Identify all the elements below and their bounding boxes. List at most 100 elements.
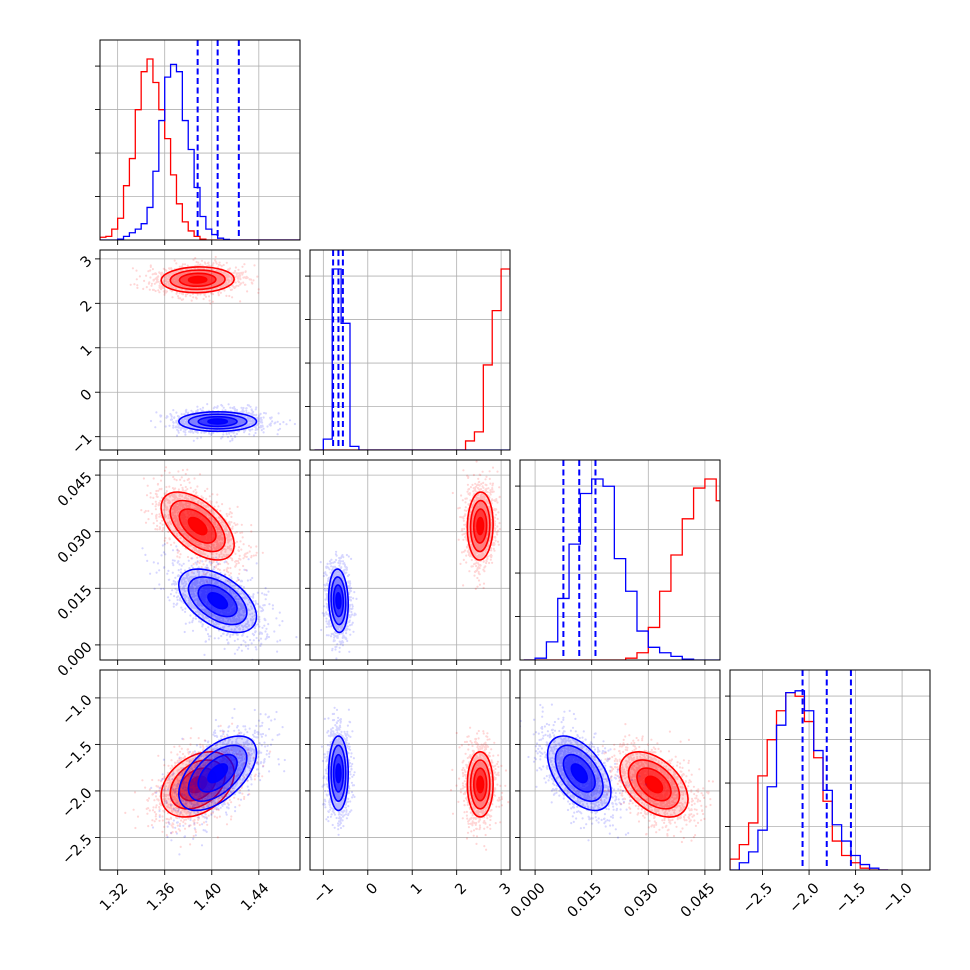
x-tick-label: 0.000 bbox=[508, 880, 549, 921]
scatter-panel-3-0 bbox=[99, 669, 301, 871]
density-contour bbox=[207, 592, 229, 610]
density-contour bbox=[160, 491, 235, 561]
panel-border bbox=[99, 39, 301, 241]
density-contour bbox=[187, 516, 208, 536]
density-contour bbox=[330, 576, 347, 626]
density-contour bbox=[627, 759, 681, 810]
density-contour bbox=[644, 775, 664, 794]
density-contour bbox=[554, 744, 604, 802]
x-tick-label: 1.36 bbox=[144, 880, 178, 914]
hist-panel-0 bbox=[99, 39, 301, 241]
density-fill bbox=[477, 517, 484, 535]
density-contour bbox=[187, 275, 208, 284]
density-contour bbox=[332, 584, 345, 618]
density-contour bbox=[197, 584, 238, 618]
scatter-panel-2-1 bbox=[309, 459, 511, 661]
histogram-step bbox=[730, 691, 889, 870]
panel-border bbox=[99, 459, 301, 661]
y-tick-label: 1 bbox=[78, 342, 96, 360]
y-tick-label: 2 bbox=[78, 298, 96, 316]
scatter-panel-3-1 bbox=[309, 669, 511, 871]
x-tick-label: 0.045 bbox=[678, 880, 719, 921]
panel-border bbox=[309, 669, 511, 871]
y-tick-label: −2.0 bbox=[59, 785, 95, 821]
y-tick-label: −1.0 bbox=[59, 692, 95, 728]
y-tick-label: 0.030 bbox=[55, 526, 96, 567]
density-contour bbox=[476, 775, 485, 794]
density-fill bbox=[336, 763, 341, 783]
x-tick-label: −2.5 bbox=[740, 880, 776, 916]
density-fill bbox=[188, 517, 207, 535]
x-tick-label: 0 bbox=[364, 880, 382, 898]
density-contour bbox=[562, 753, 596, 793]
density-contour bbox=[178, 272, 217, 288]
histogram-step bbox=[314, 268, 510, 450]
density-contour bbox=[327, 735, 350, 812]
y-tick-label: 3 bbox=[78, 253, 96, 271]
x-tick-label: 1.44 bbox=[238, 880, 272, 914]
hist-panel-2 bbox=[519, 459, 721, 661]
scatter-panel-2-0 bbox=[99, 459, 301, 661]
y-tick-label: −2.5 bbox=[59, 832, 95, 868]
density-contour bbox=[160, 266, 235, 294]
density-contour bbox=[466, 751, 494, 818]
panel-border bbox=[99, 669, 301, 871]
y-tick-label: −1 bbox=[69, 431, 95, 457]
panel-border bbox=[309, 249, 511, 451]
x-tick-label: 1.32 bbox=[97, 880, 131, 914]
density-contour bbox=[619, 751, 689, 818]
density-fill bbox=[207, 419, 228, 424]
y-tick-label: 0.045 bbox=[55, 469, 96, 510]
x-tick-label: −1 bbox=[311, 880, 337, 906]
density-contour bbox=[178, 508, 217, 544]
density-contour bbox=[187, 576, 248, 626]
density-contour bbox=[187, 744, 248, 802]
density-contour bbox=[207, 763, 229, 784]
x-tick-label: 1 bbox=[408, 880, 426, 898]
density-contour bbox=[472, 767, 488, 802]
density-contour bbox=[187, 413, 248, 430]
density-contour bbox=[335, 592, 342, 610]
density-contour bbox=[178, 568, 258, 634]
density-contour bbox=[570, 763, 588, 784]
x-tick-label: 2 bbox=[452, 880, 470, 898]
density-contour bbox=[469, 499, 491, 553]
panel-border bbox=[309, 459, 511, 661]
density-contour bbox=[466, 491, 494, 561]
density-contour bbox=[332, 753, 345, 793]
density-contour bbox=[330, 744, 347, 802]
panel-border bbox=[729, 669, 931, 871]
panel-frame bbox=[99, 459, 301, 661]
scatter-panel-3-2 bbox=[519, 669, 721, 871]
histogram-step bbox=[100, 58, 300, 240]
panel-frame bbox=[729, 669, 931, 871]
x-tick-label: −1.0 bbox=[879, 880, 915, 916]
y-tick-label: 0.000 bbox=[55, 639, 96, 680]
x-tick-label: 0.030 bbox=[621, 880, 662, 921]
panel-border bbox=[519, 459, 721, 661]
density-contour bbox=[472, 508, 488, 544]
density-fill bbox=[207, 763, 228, 783]
panel-frame bbox=[519, 459, 721, 661]
density-contour bbox=[207, 418, 229, 425]
density-contour bbox=[178, 735, 258, 812]
panel-border bbox=[519, 669, 721, 871]
panel-border bbox=[99, 249, 301, 451]
x-tick-label: −1.5 bbox=[833, 880, 869, 916]
y-tick-label: 0 bbox=[78, 387, 96, 405]
density-contour bbox=[327, 568, 350, 634]
x-tick-label: 3 bbox=[497, 880, 515, 898]
density-contour bbox=[197, 415, 238, 428]
density-contour bbox=[335, 763, 342, 784]
density-contour bbox=[178, 410, 258, 433]
histogram-step bbox=[314, 268, 510, 450]
histogram-step bbox=[523, 478, 720, 660]
histogram-step bbox=[100, 63, 300, 240]
density-contour bbox=[469, 759, 491, 810]
density-contour bbox=[636, 767, 672, 802]
density-contour bbox=[546, 735, 612, 812]
hist-panel-3 bbox=[729, 669, 931, 871]
y-tick-label: 0.015 bbox=[55, 583, 96, 624]
density-contour bbox=[169, 269, 226, 291]
x-tick-label: −2.0 bbox=[786, 880, 822, 916]
